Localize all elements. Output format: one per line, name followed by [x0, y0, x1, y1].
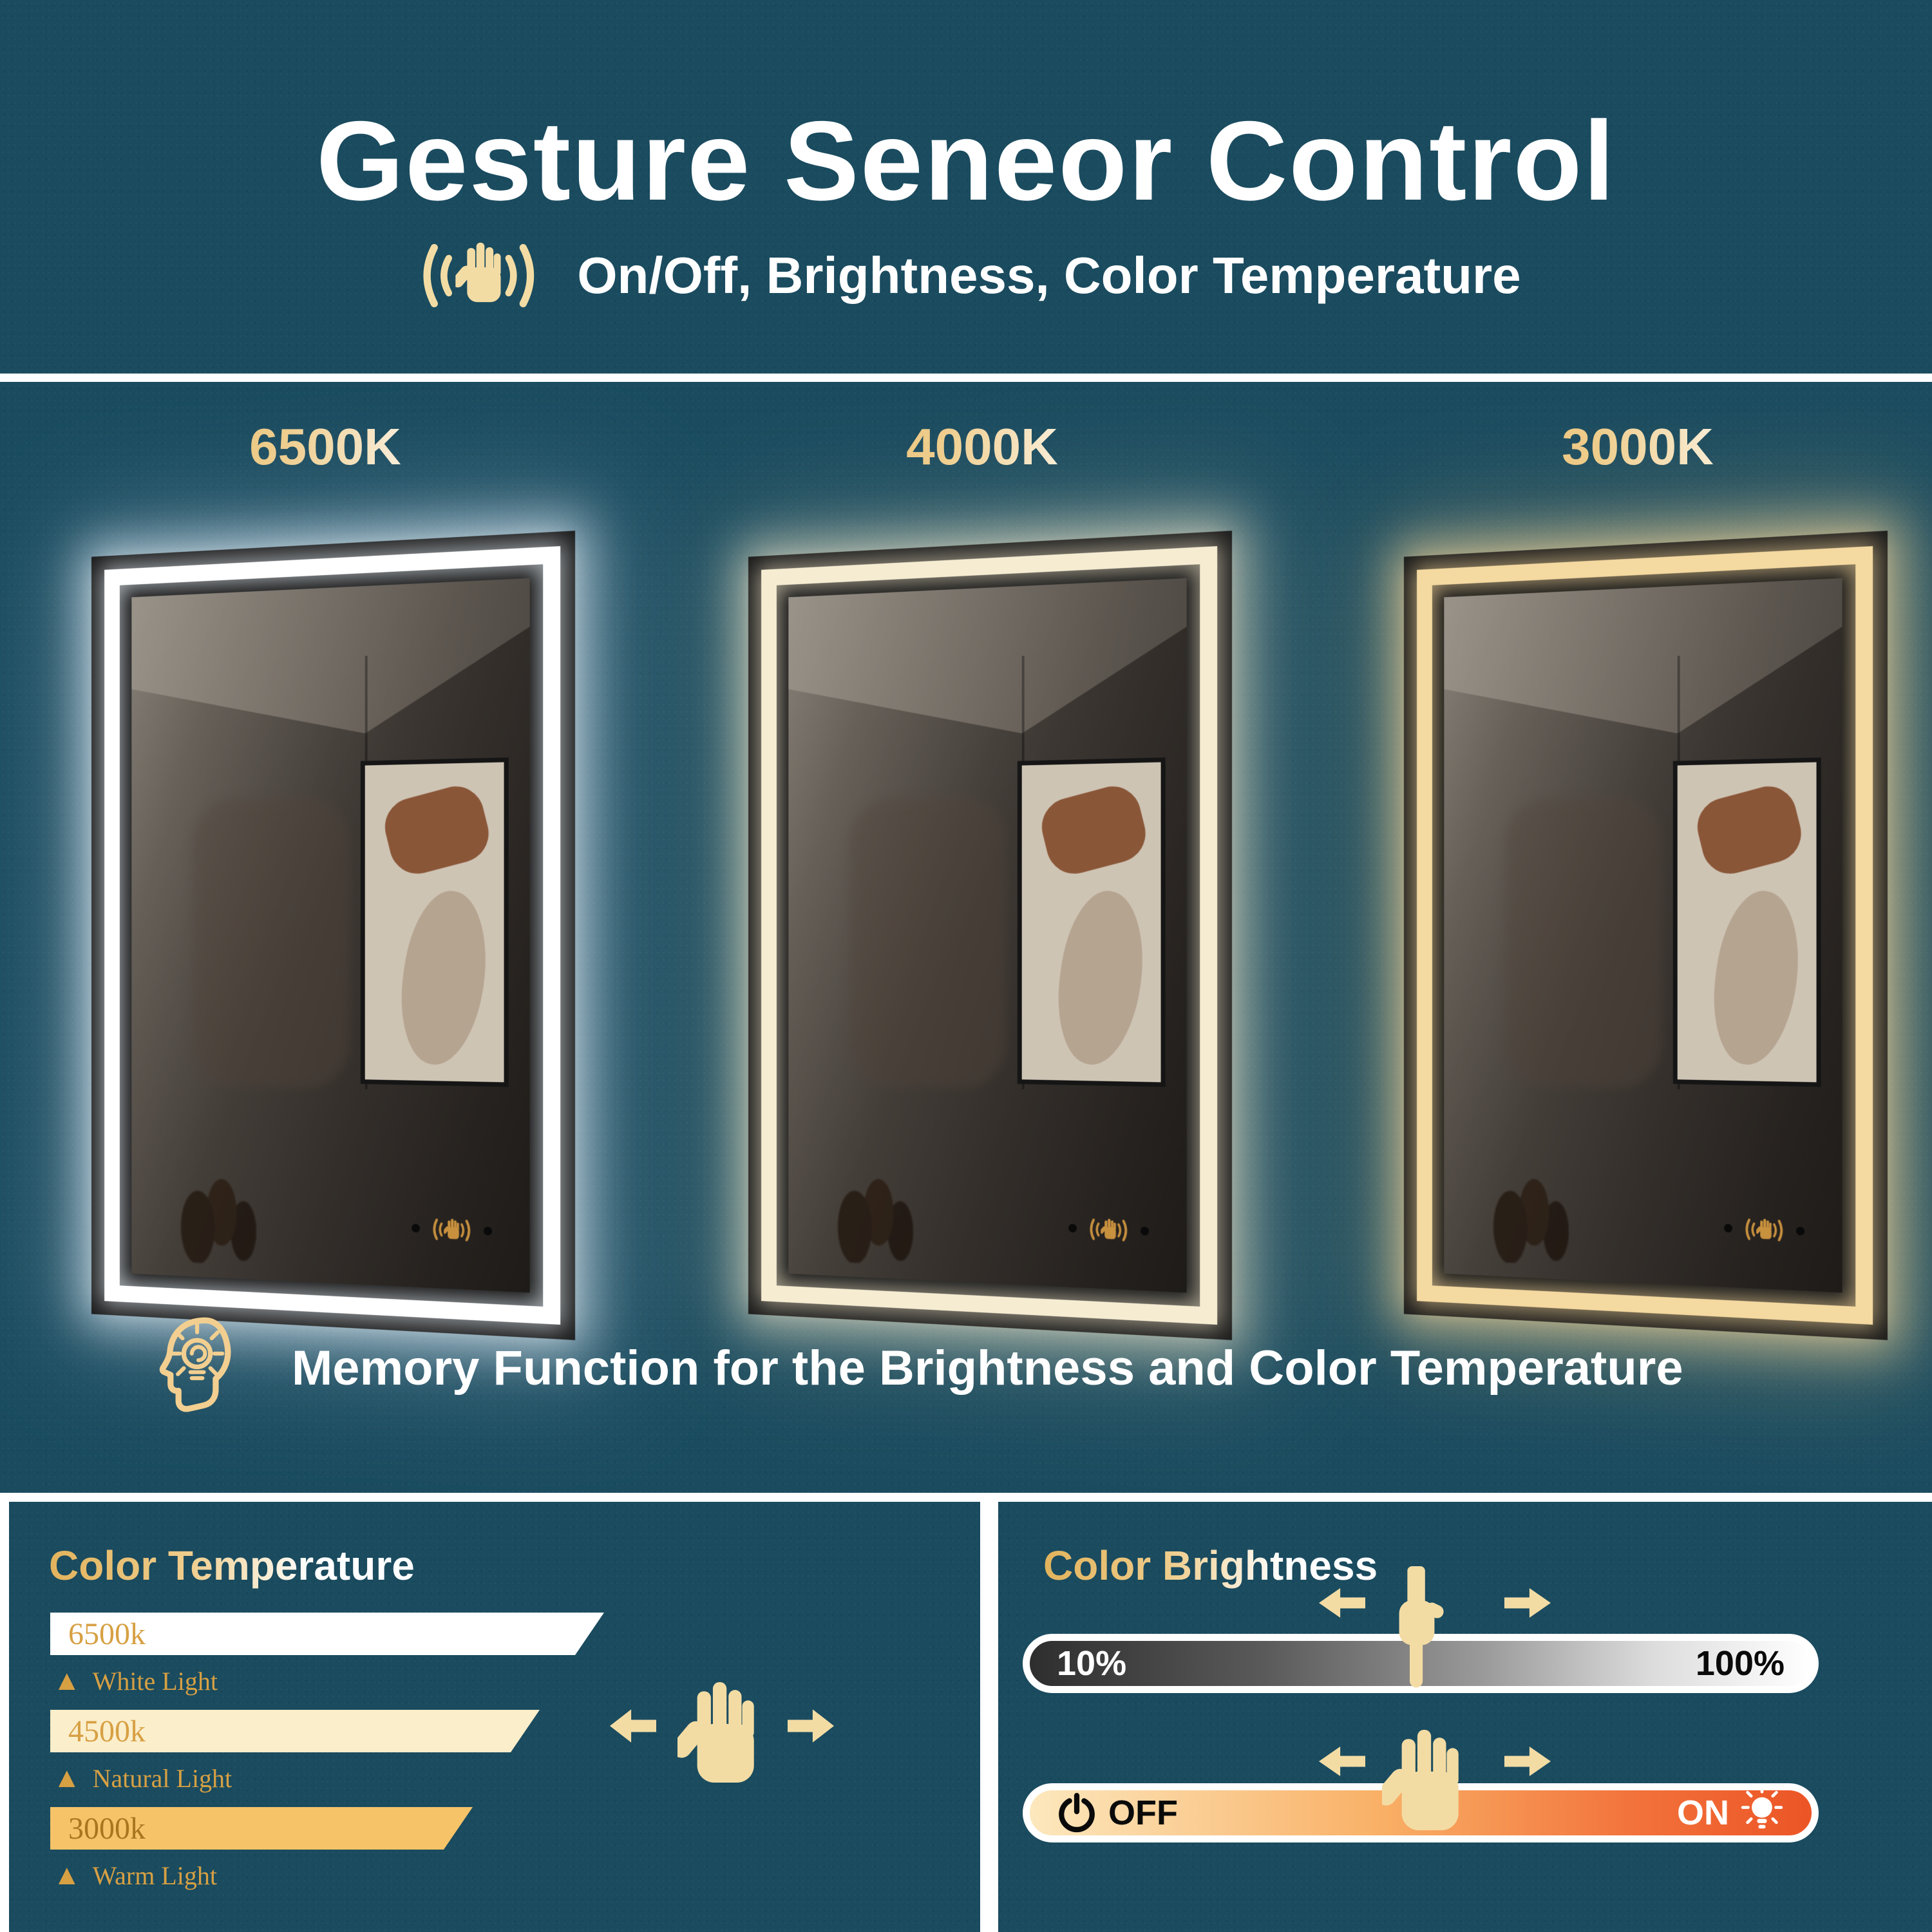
temp-bar-6500k: 6500k	[50, 1613, 604, 1655]
brightness-max-label: 100%	[1695, 1644, 1785, 1683]
color-temperature-panel: Color Temperature 6500k ▲ White Light 45…	[0, 1502, 989, 1932]
pointing-hand-icon	[1383, 1566, 1450, 1690]
palm-hand-icon	[1382, 1728, 1461, 1833]
memory-function-text: Memory Function for the Brightness and C…	[292, 1341, 1683, 1396]
header-divider	[0, 374, 1932, 382]
sensor-hand-icon	[1743, 1216, 1786, 1244]
on-label: ON	[1677, 1794, 1729, 1832]
color-brightness-title: Color Brightness	[1043, 1542, 1378, 1589]
swipe-right-arrow-icon	[1504, 1747, 1551, 1776]
mirror-glass	[131, 578, 530, 1293]
temp-caption-warm-light: ▲ Warm Light	[53, 1859, 217, 1891]
swipe-left-arrow-icon	[1319, 1588, 1365, 1618]
triangle-marker: ▲	[53, 1665, 81, 1696]
mirror-glass	[1444, 578, 1842, 1293]
palm-hand-icon	[677, 1681, 756, 1785]
sensor-hand-icon	[430, 1216, 473, 1244]
triangle-marker: ▲	[53, 1762, 81, 1794]
color-brightness-panel: Color Brightness 10% 100% OFF ON	[989, 1502, 1932, 1932]
triangle-marker: ▲	[53, 1859, 81, 1891]
brightness-min-label: 10%	[1057, 1644, 1127, 1683]
mirror-4000k	[734, 531, 1233, 1340]
lightbulb-icon	[1739, 1786, 1785, 1840]
swipe-right-arrow-icon	[1504, 1588, 1551, 1618]
head-lightbulb-icon	[151, 1315, 240, 1421]
panels-top-border	[0, 1493, 1932, 1502]
temp-caption-natural-light: ▲ Natural Light	[53, 1762, 232, 1794]
swipe-left-arrow-icon	[610, 1709, 656, 1743]
mirror-label-6500k: 6500K	[77, 417, 573, 477]
color-temperature-title: Color Temperature	[49, 1542, 415, 1589]
gesture-sensor-indicator	[1724, 1215, 1805, 1245]
off-label: OFF	[1108, 1794, 1178, 1832]
gesture-sensor-indicator	[412, 1215, 493, 1245]
sensor-hand-icon	[1087, 1216, 1130, 1244]
page-title: Gesture Seneor Control	[316, 99, 1616, 224]
mirror-label-3000k: 3000K	[1390, 417, 1886, 477]
mirror-glass	[788, 578, 1187, 1293]
swipe-right-arrow-icon	[788, 1709, 834, 1743]
power-icon	[1057, 1793, 1097, 1833]
memory-function-row: Memory Function for the Brightness and C…	[151, 1315, 1683, 1421]
mirror-label-4000k: 4000K	[734, 417, 1230, 477]
subtitle-text: On/Off, Brightness, Color Temperature	[577, 247, 1521, 304]
temp-bar-3000k: 3000k	[50, 1807, 473, 1850]
subtitle-row: On/Off, Brightness, Color Temperature	[411, 237, 1521, 314]
mirror-6500k	[77, 531, 576, 1340]
gesture-wave-hand-icon	[411, 237, 546, 314]
swipe-left-arrow-icon	[1319, 1747, 1365, 1776]
gesture-sensor-indicator	[1068, 1215, 1150, 1245]
mirror-3000k	[1390, 531, 1888, 1340]
temp-caption-white-light: ▲ White Light	[53, 1665, 218, 1696]
temp-bar-4500k: 4500k	[50, 1710, 540, 1752]
